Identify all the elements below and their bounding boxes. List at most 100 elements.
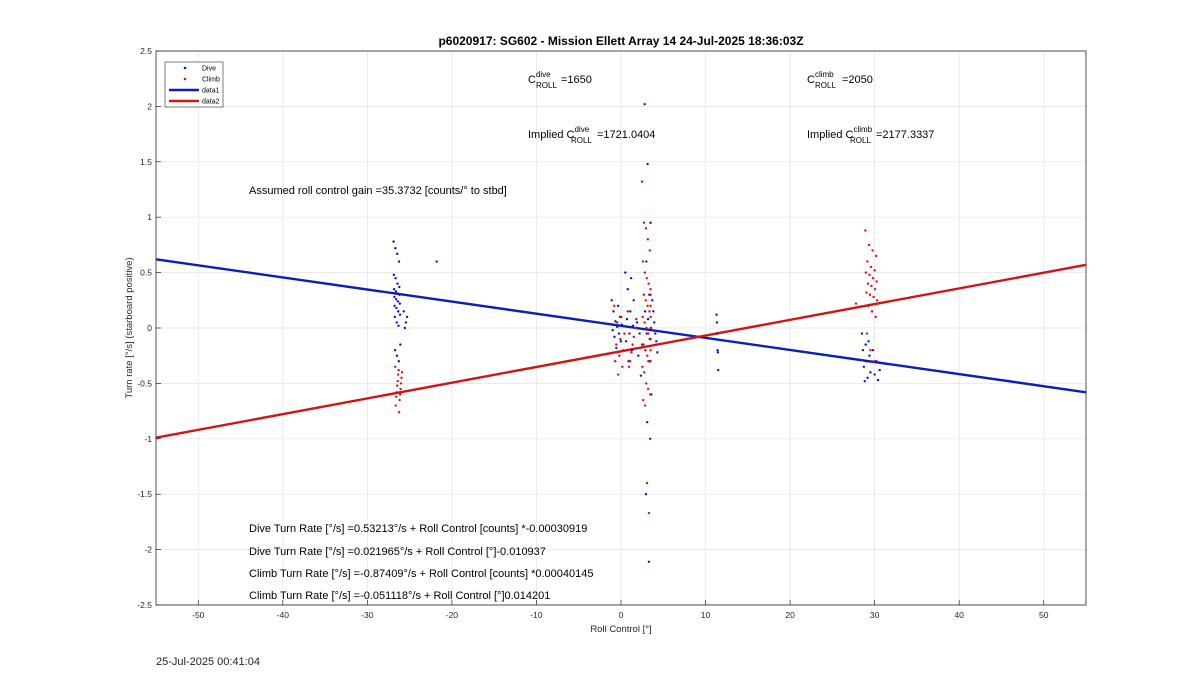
dive-point: [715, 313, 718, 316]
fit-equation-dive-counts: Dive Turn Rate [°/s] =0.53213°/s + Roll …: [249, 523, 587, 535]
climb-point: [628, 360, 632, 363]
c-roll-dive-sub: ROLL: [536, 81, 557, 90]
dive-point: [398, 302, 402, 305]
dive-point: [613, 335, 616, 339]
dive-point: [616, 304, 620, 308]
climb-point: [649, 360, 652, 363]
dive-point: [398, 313, 402, 316]
print-timestamp: 25-Jul-2025 00:41:04: [156, 656, 260, 668]
dive-point: [404, 321, 408, 324]
dive-point: [395, 306, 398, 310]
climb-point: [865, 291, 868, 294]
climb-point: [395, 384, 399, 387]
climb-point: [647, 332, 650, 335]
dive-point: [620, 323, 624, 326]
dive-point: [617, 332, 621, 335]
dive-point: [878, 368, 881, 372]
climb-point: [645, 382, 648, 385]
legend-data1-label: data1: [202, 88, 220, 95]
c-roll-dive-annotation: Cdive: [528, 70, 551, 86]
climb-point: [649, 315, 652, 319]
climb-point: [870, 310, 874, 313]
dive-point: [871, 348, 875, 352]
climb-point: [616, 321, 619, 324]
x-tick-label: -50: [192, 610, 205, 620]
climb-point: [865, 332, 869, 335]
climb-point: [632, 335, 636, 339]
legend-dive-marker: [183, 66, 187, 70]
dive-point: [646, 162, 649, 166]
dive-point: [629, 310, 632, 313]
climb-point: [869, 348, 872, 352]
x-tick-label: 20: [785, 610, 795, 620]
y-tick-label: 1.5: [140, 157, 152, 167]
dive-point: [393, 348, 397, 352]
dive-point: [393, 295, 396, 299]
dive-point: [873, 373, 876, 376]
dive-point: [403, 326, 407, 330]
climb-point: [649, 304, 652, 308]
fit-lines: [155, 258, 1087, 439]
climb-point: [613, 304, 616, 308]
y-tick-label: -2: [144, 545, 152, 555]
x-tick-label: 0: [619, 610, 624, 620]
y-tick-label: -2.5: [137, 600, 152, 610]
climb-point: [646, 354, 649, 357]
climb-point: [646, 304, 649, 308]
dive-point: [860, 332, 864, 335]
x-tick-label: 30: [870, 610, 880, 620]
dive-point: [643, 310, 647, 313]
legend: Dive Climb data1 data2: [164, 61, 224, 108]
climb-point: [643, 271, 647, 274]
implied-climb-value: =2177.3337: [876, 129, 934, 141]
legend-dive-label: Dive: [202, 66, 216, 73]
climb-point: [649, 337, 652, 341]
axis-ticks: -50 -40 -30 -20 -10 0 10 20 30 40 50-2.5-2-1.5-1-0…: [137, 46, 1048, 620]
climb-point: [649, 288, 652, 291]
dive-point: [643, 102, 646, 106]
climb-point: [620, 315, 623, 319]
y-tick-label: 1: [147, 212, 152, 222]
y-tick-label: 2.5: [140, 46, 152, 56]
climb-point: [394, 404, 397, 407]
climb-point: [399, 382, 403, 385]
climb-point: [633, 326, 637, 330]
dive-point: [717, 368, 720, 372]
climb-point: [394, 365, 397, 368]
dive-point: [397, 360, 400, 363]
climb-point: [398, 393, 402, 396]
climb-point: [397, 368, 400, 372]
dive-point: [393, 304, 396, 308]
climb-point: [641, 315, 644, 319]
climb-point: [619, 337, 622, 341]
dive-point: [396, 292, 399, 295]
climb-point: [867, 304, 870, 308]
dive-point: [863, 379, 866, 383]
dive-point: [639, 374, 643, 377]
fit-equation-climb-counts: Climb Turn Rate [°/s] =-0.87409°/s + Rol…: [249, 568, 594, 580]
dive-point: [615, 346, 618, 350]
dive-point: [397, 260, 401, 263]
dive-point: [651, 299, 654, 302]
y-tick-label: 0.5: [140, 268, 152, 278]
dive-point: [402, 310, 405, 313]
dive-point: [610, 299, 613, 302]
climb-point: [648, 393, 652, 396]
dive-point: [716, 348, 719, 352]
fit-equation-climb-degrees: Climb Turn Rate [°/s] =-0.051118°/s + Ro…: [249, 590, 550, 602]
climb-point: [646, 387, 650, 391]
dive-point: [629, 276, 633, 280]
climb-point: [646, 238, 650, 241]
y-tick-label: 2: [147, 101, 152, 111]
dive-point: [716, 332, 719, 335]
x-tick-label: 40: [954, 610, 964, 620]
climb-point: [866, 282, 870, 285]
climb-point: [626, 310, 629, 313]
climb-point: [867, 243, 871, 247]
climb-point: [400, 371, 404, 374]
legend-climb-marker: [183, 77, 187, 81]
dive-point: [397, 310, 400, 313]
climb-point: [874, 315, 877, 319]
dive-point: [648, 437, 652, 440]
dive-point: [646, 420, 649, 424]
